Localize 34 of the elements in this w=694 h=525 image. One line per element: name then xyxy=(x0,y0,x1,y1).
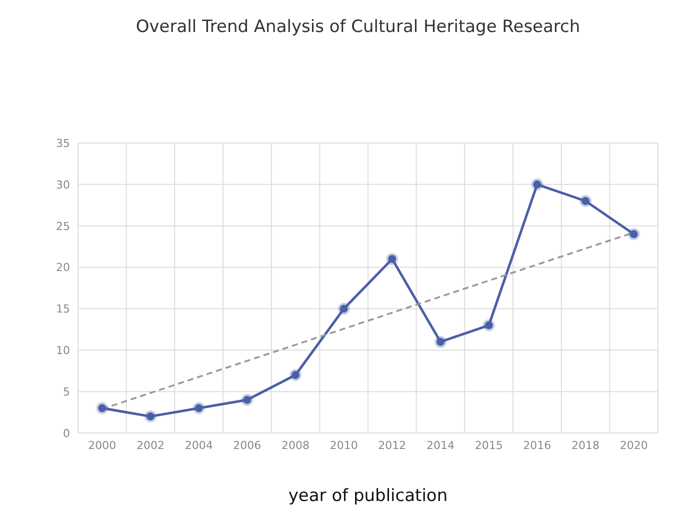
point xyxy=(386,253,398,265)
point xyxy=(580,195,592,207)
point xyxy=(96,402,108,414)
point xyxy=(192,402,205,414)
x-tick-label: 2020 xyxy=(620,438,648,452)
y-tick-label: 0 xyxy=(63,426,70,440)
x-tick-label: 2000 xyxy=(88,438,116,452)
x-tick-label: 2010 xyxy=(330,438,358,452)
x-tick-label: 2006 xyxy=(233,438,262,452)
x-axis-title: year of publication xyxy=(287,486,449,506)
point xyxy=(290,369,302,381)
y-tick-label: 20 xyxy=(56,261,70,274)
y-tick-label: 30 xyxy=(56,178,70,192)
point xyxy=(482,319,495,332)
point xyxy=(628,228,640,240)
x-tick-label: 2018 xyxy=(572,438,600,452)
y-tick-label: 25 xyxy=(56,220,70,233)
x-tick-label: 2015 xyxy=(474,438,503,452)
x-tick-label: 2002 xyxy=(136,438,164,452)
point xyxy=(241,394,254,406)
point xyxy=(144,410,156,422)
y-tick-label: 35 xyxy=(56,136,70,150)
x-tick-label: 2016 xyxy=(523,438,552,452)
y-tick-label: 15 xyxy=(56,302,70,316)
point xyxy=(434,336,446,348)
y-tick-label: 5 xyxy=(63,385,70,398)
x-tick-label: 2008 xyxy=(282,438,310,452)
chart-title: Overall Trend Analysis of Cultural Heritage Research xyxy=(134,16,582,38)
point xyxy=(338,302,350,315)
x-tick-label: 2012 xyxy=(378,438,406,452)
x-tick-label: 2004 xyxy=(184,438,213,452)
point xyxy=(531,178,544,190)
y-tick-label: 10 xyxy=(56,344,70,358)
x-tick-label: 2014 xyxy=(426,438,454,452)
